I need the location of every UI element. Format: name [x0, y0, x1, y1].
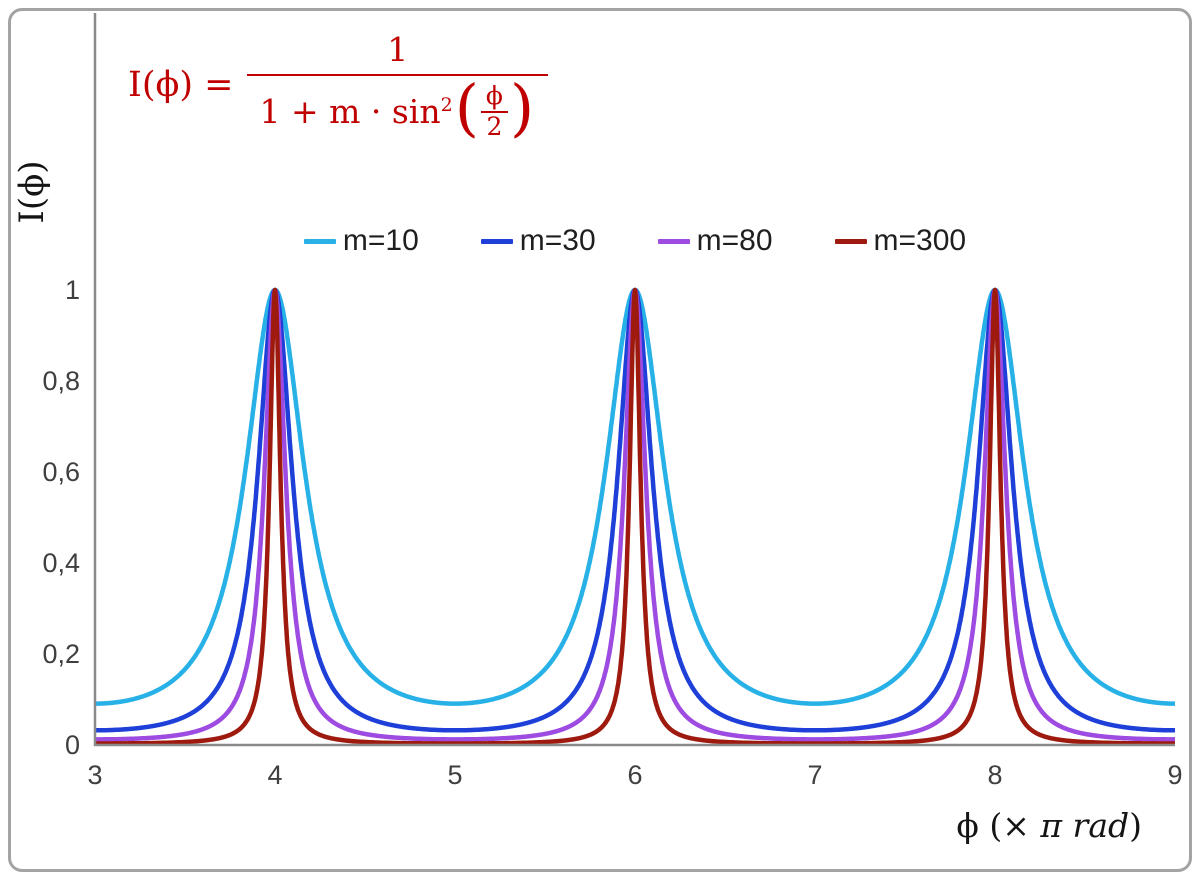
legend-line-swatch [657, 238, 690, 244]
x-axis-title-phi: ϕ (× [956, 806, 1041, 845]
y-tick-label: 0,6 [42, 457, 80, 487]
x-tick-label: 3 [87, 760, 103, 790]
close-paren: ) [509, 71, 535, 145]
inner-denominator: 2 [486, 112, 503, 142]
y-axis-title: I(ϕ) [12, 160, 52, 224]
formula-numerator: 1 [387, 30, 409, 69]
legend-item-m=30: m=30 [480, 224, 596, 258]
inner-fraction: ϕ 2 [480, 82, 508, 142]
legend-item-m=300: m=300 [834, 224, 967, 258]
legend-label: m=10 [342, 224, 419, 257]
formula-fraction: 1 1 + m · sin2 ( ϕ 2 ) [247, 30, 549, 145]
x-axis-title: ϕ (× π rad) [956, 806, 1142, 845]
series-m=30 [93, 287, 1177, 733]
open-paren: ( [454, 71, 479, 145]
legend-label: m=30 [519, 224, 596, 257]
series-m=80 [93, 287, 1177, 742]
y-tick-label: 0,4 [42, 548, 80, 578]
legend-line-swatch [834, 238, 867, 244]
x-tick-label: 7 [807, 760, 823, 790]
legend: m=10 m=30 m=80 m=300 [95, 224, 1175, 258]
x-tick-label: 6 [627, 760, 643, 790]
x-tick-label: 5 [447, 760, 463, 790]
x-tick-label: 4 [267, 760, 283, 790]
legend-line-swatch [480, 238, 513, 244]
legend-line-swatch [303, 238, 336, 244]
x-axis-title-unit: π rad [1040, 806, 1130, 845]
formula-denominator: 1 + m · sin2 ( ϕ 2 ) [247, 71, 549, 145]
x-tick-label: 8 [987, 760, 1003, 790]
x-tick-label: 9 [1167, 760, 1183, 790]
inner-numerator: ϕ [480, 82, 508, 114]
x-axis-title-close: ) [1129, 806, 1142, 845]
formula-lhs: I(ϕ) = [128, 65, 234, 106]
legend-label: m=300 [873, 224, 967, 257]
series-m=300 [93, 287, 1177, 746]
y-tick-label: 1 [64, 275, 80, 305]
formula-denominator-text: 1 + m · sin2 [259, 92, 453, 132]
legend-item-m=10: m=10 [303, 224, 419, 258]
y-tick-label: 0,2 [42, 639, 80, 669]
legend-label: m=80 [696, 224, 773, 257]
y-tick-label: 0 [64, 730, 80, 760]
y-tick-label: 0,8 [42, 366, 80, 396]
legend-item-m=80: m=80 [657, 224, 773, 258]
formula: I(ϕ) = 1 1 + m · sin2 ( ϕ 2 ) [128, 30, 549, 145]
